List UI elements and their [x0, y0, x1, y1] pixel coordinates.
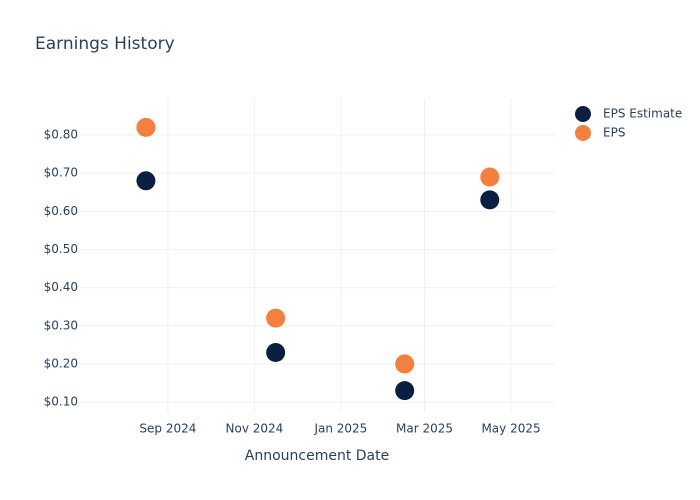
- y-tick-label: $0.80: [44, 128, 78, 142]
- legend-marker: [575, 125, 591, 141]
- point: [480, 190, 500, 210]
- y-tick-label: $0.30: [44, 318, 78, 332]
- y-tick-label: $0.60: [44, 204, 78, 218]
- point: [136, 117, 156, 137]
- chart-title: Earnings History: [35, 34, 175, 54]
- point: [480, 167, 500, 187]
- legend-label: EPS: [603, 126, 625, 140]
- y-tick-label: $0.50: [44, 242, 78, 256]
- legend-marker: [575, 106, 591, 122]
- x-tick-label: Sep 2024: [139, 422, 196, 436]
- x-tick-label: Jan 2025: [313, 422, 367, 436]
- x-tick-label: Mar 2025: [396, 422, 453, 436]
- point: [395, 354, 415, 374]
- y-tick-label: $0.10: [44, 395, 78, 409]
- legend-label: EPS Estimate: [603, 107, 682, 121]
- y-tick-label: $0.70: [44, 166, 78, 180]
- point: [266, 342, 286, 362]
- point: [136, 171, 156, 191]
- x-tick-label: May 2025: [481, 422, 540, 436]
- x-tick-label: Nov 2024: [226, 422, 284, 436]
- point: [395, 381, 415, 401]
- point: [266, 308, 286, 328]
- y-tick-label: $0.40: [44, 280, 78, 294]
- y-tick-label: $0.20: [44, 356, 78, 370]
- x-axis-title: Announcement Date: [245, 448, 389, 464]
